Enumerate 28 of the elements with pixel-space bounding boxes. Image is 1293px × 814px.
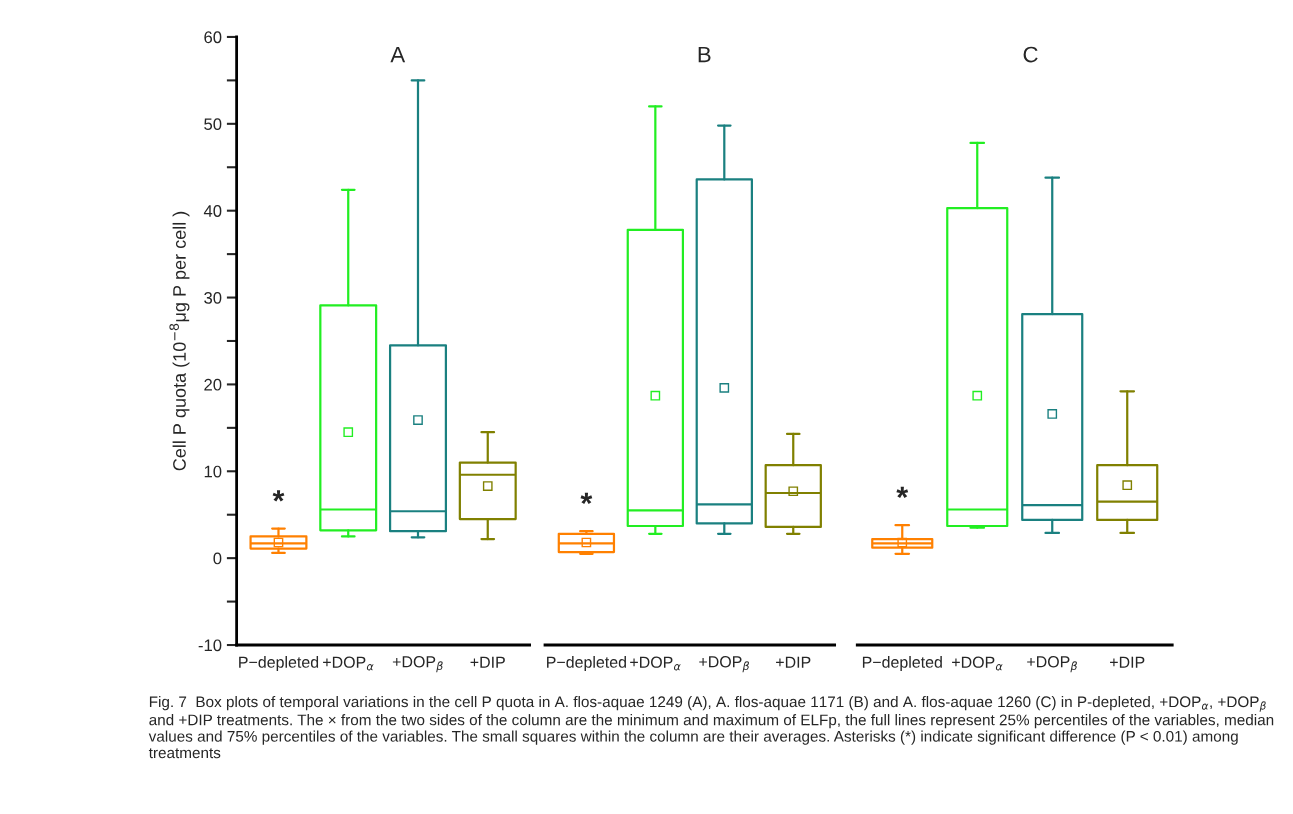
- y-tick-label: 0: [213, 552, 222, 565]
- chart-title: B: [698, 46, 711, 63]
- x-tick-label: +DIP: [776, 656, 811, 668]
- x-tick-label: +DOP$_{α}$: [323, 656, 374, 671]
- y-tick-label: 30: [204, 291, 222, 304]
- y-tick-label: 40: [203, 205, 222, 217]
- x-tick-label: +DOP$_{β}$: [699, 656, 749, 673]
- caption: Fig. 7 Box plots of temporal variations in the cell P quota in A. flos-aquae 1249 (A), A. flos-aquae 1171 (B) and A. flos-aquae 1260 (C) in P-depleted, +DOP$_{α}$, +DOP$_{β}$ and +DIP treatments. The × from the two sides of the column are the minimum and maximum of ELFp, the full lines represent 25% percentiles of the variables, median values and 75% percentiles of the variables. The small squares within the column are their averages. Asterisks (*) indicate significant difference (P < 0.01) among treatments: [148, 695, 1274, 759]
- y-tick-label: 50: [204, 118, 222, 131]
- x-tick-label: +DOP$_{β}$: [1027, 656, 1077, 673]
- x-tick-label: P−depleted: [862, 656, 942, 672]
- chart-title: C: [1023, 46, 1038, 63]
- x-tick-label: +DOP$_{α}$: [630, 656, 681, 671]
- x-tick-label: +DIP: [470, 656, 505, 668]
- y-tick-label: 20: [204, 378, 222, 391]
- y-tick-label: 10: [204, 465, 222, 478]
- annotation: *: [580, 492, 593, 505]
- x-tick-label: +DOP$_{α}$: [952, 656, 1003, 671]
- chart-title: A: [390, 46, 406, 63]
- x-tick-label: +DOP$_{β}$: [392, 656, 443, 673]
- x-tick-label: +DIP: [1110, 656, 1145, 668]
- annotation: *: [272, 490, 285, 502]
- x-tick-label: P−depleted: [239, 656, 319, 672]
- x-tick-label: P−depleted: [547, 656, 626, 672]
- y-axis-title: Cell P quota (10$^{−8}$μg P per cell ): [169, 211, 190, 471]
- y-tick-label: -10: [198, 639, 222, 652]
- annotation: *: [896, 486, 909, 499]
- y-tick-label: 60: [204, 31, 222, 44]
